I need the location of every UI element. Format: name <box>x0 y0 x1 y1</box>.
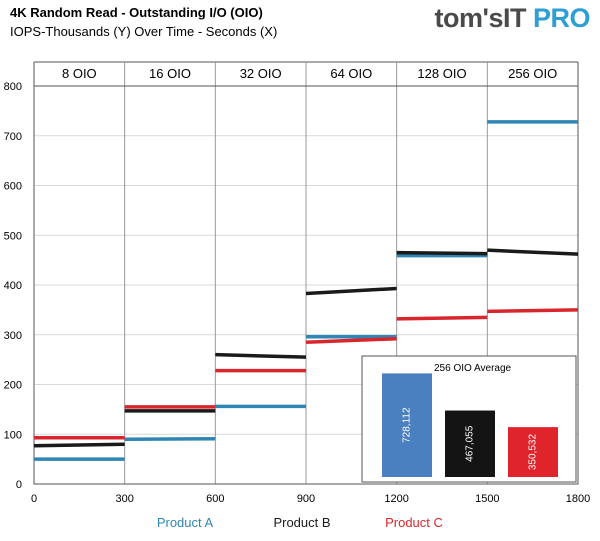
legend-entry: Product A <box>157 515 214 530</box>
y-tick-label: 600 <box>4 181 22 193</box>
x-tick-label: 1500 <box>475 493 499 505</box>
inset-chart-title: 256 OIO Average <box>434 363 512 374</box>
legend-entry: Product B <box>273 515 330 530</box>
x-tick-label: 900 <box>297 493 315 505</box>
series-segment <box>487 308 579 314</box>
x-tick-label: 1200 <box>384 493 408 505</box>
brand-logo: tom'sIT PRO <box>434 3 591 34</box>
oio-section-label: 64 OIO <box>330 66 372 81</box>
x-tick-label: 1800 <box>566 493 590 505</box>
chart-title: 4K Random Read - Outstanding I/O (OIO) <box>10 5 263 20</box>
series-product-b <box>33 248 579 448</box>
y-tick-label: 400 <box>4 280 22 292</box>
chart-subtitle: IOPS-Thousands (Y) Over Time - Seconds (… <box>10 24 278 39</box>
oio-section-label: 32 OIO <box>240 66 282 81</box>
inset-bar <box>382 373 432 477</box>
y-tick-label: 100 <box>4 429 22 441</box>
x-tick-label: 600 <box>206 493 224 505</box>
y-tick-label: 0 <box>16 479 22 491</box>
oio-section-label: 256 OIO <box>508 66 557 81</box>
oio-section-label: 128 OIO <box>417 66 466 81</box>
series-product-a <box>34 120 578 461</box>
inset-bar-value-label: 467,055 <box>465 425 476 462</box>
inset-bar <box>508 427 558 477</box>
y-tick-label: 300 <box>4 330 22 342</box>
logo-brand-text: tom'sIT <box>434 3 533 33</box>
series-segment <box>33 442 125 448</box>
y-tick-label: 700 <box>4 131 22 143</box>
plot-area-border <box>33 85 579 485</box>
series-product-c <box>34 308 579 440</box>
logo-pro-text: PRO <box>532 3 591 33</box>
inset-bar-value-label: 350,532 <box>528 434 539 471</box>
series-segment <box>396 250 488 256</box>
legend-entry: Product C <box>385 515 443 530</box>
series-segment <box>396 315 488 321</box>
series-segment <box>215 352 307 359</box>
series-segment <box>305 336 397 344</box>
series-segment <box>305 286 397 296</box>
inset-bar-value-label: 728,112 <box>402 407 413 443</box>
y-tick-label: 800 <box>4 81 22 93</box>
inset-bar <box>445 410 495 477</box>
x-tick-label: 0 <box>31 493 37 505</box>
series-segment <box>487 248 579 256</box>
y-tick-label: 200 <box>4 380 22 392</box>
oio-section-label: 8 OIO <box>62 66 97 81</box>
y-tick-label: 500 <box>4 230 22 242</box>
oio-section-label: 16 OIO <box>149 66 191 81</box>
x-tick-label: 300 <box>115 493 133 505</box>
